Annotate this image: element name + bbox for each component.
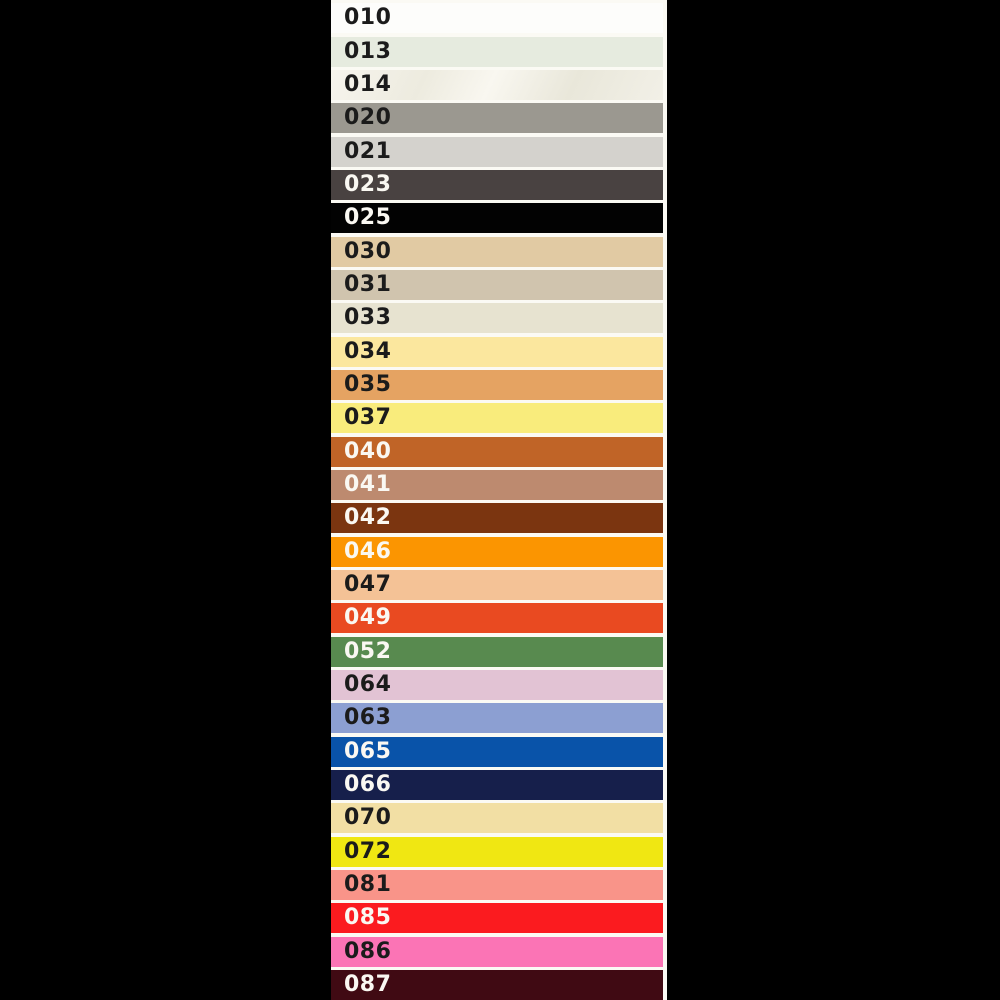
color-code-label: 013 xyxy=(344,38,392,64)
swatch-row-086: 086 xyxy=(331,933,667,967)
color-swatch: 030 xyxy=(331,236,663,267)
color-code-label: 034 xyxy=(344,338,392,364)
swatch-row-081: 081 xyxy=(331,867,667,900)
color-swatch: 063 xyxy=(331,703,663,734)
color-swatch: 046 xyxy=(331,536,663,567)
color-swatch: 041 xyxy=(331,469,663,500)
swatch-row-085: 085 xyxy=(331,900,667,934)
color-code-label: 052 xyxy=(344,638,392,664)
color-swatch: 031 xyxy=(331,270,663,300)
color-swatch: 087 xyxy=(331,969,663,1000)
color-code-label: 064 xyxy=(344,671,392,697)
swatch-row-014: 014 xyxy=(331,67,667,100)
swatch-row-010: 010 xyxy=(331,0,667,34)
color-code-label: 085 xyxy=(344,905,392,931)
swatch-row-064: 064 xyxy=(331,667,667,700)
color-swatch: 066 xyxy=(331,769,663,800)
swatch-row-041: 041 xyxy=(331,467,667,500)
color-swatch: 065 xyxy=(331,736,663,767)
swatch-row-047: 047 xyxy=(331,567,667,600)
color-code-label: 087 xyxy=(344,971,392,997)
swatch-row-037: 037 xyxy=(331,400,667,434)
color-code-label: 072 xyxy=(344,838,392,864)
swatch-row-065: 065 xyxy=(331,733,667,767)
swatch-row-072: 072 xyxy=(331,833,667,867)
color-code-label: 086 xyxy=(344,938,392,964)
color-swatch: 033 xyxy=(331,303,663,334)
color-code-label: 010 xyxy=(344,5,392,31)
color-code-label: 049 xyxy=(344,605,392,631)
color-code-label: 023 xyxy=(344,172,392,197)
swatch-row-031: 031 xyxy=(331,267,667,300)
color-code-label: 041 xyxy=(344,471,392,497)
color-swatch: 086 xyxy=(331,936,663,967)
color-swatch-card: 010 013 014 020 021 023 025 030 031 xyxy=(331,0,667,1000)
color-code-label: 021 xyxy=(344,138,392,164)
swatch-row-021: 021 xyxy=(331,133,667,167)
color-code-label: 014 xyxy=(344,72,392,98)
color-code-label: 033 xyxy=(344,305,392,331)
color-code-label: 037 xyxy=(344,405,392,431)
color-swatch: 020 xyxy=(331,103,663,134)
swatch-row-049: 049 xyxy=(331,600,667,634)
color-swatch: 010 xyxy=(331,3,663,34)
color-code-label: 030 xyxy=(344,238,392,264)
color-code-label: 063 xyxy=(344,705,392,731)
color-swatch: 047 xyxy=(331,569,663,600)
color-code-label: 047 xyxy=(344,571,392,597)
swatch-row-034: 034 xyxy=(331,333,667,367)
swatch-row-013: 013 xyxy=(331,33,667,67)
swatch-row-040: 040 xyxy=(331,433,667,467)
color-swatch: 023 xyxy=(331,170,663,200)
color-code-label: 025 xyxy=(344,205,392,231)
color-code-label: 020 xyxy=(344,105,392,131)
swatch-row-033: 033 xyxy=(331,300,667,334)
swatch-row-066: 066 xyxy=(331,767,667,800)
color-swatch: 014 xyxy=(331,70,663,100)
color-code-label: 046 xyxy=(344,538,392,564)
swatch-row-052: 052 xyxy=(331,633,667,667)
color-swatch: 072 xyxy=(331,836,663,867)
swatch-row-035: 035 xyxy=(331,367,667,400)
color-code-label: 031 xyxy=(344,271,392,297)
color-swatch: 034 xyxy=(331,336,663,367)
color-swatch: 021 xyxy=(331,136,663,167)
swatch-row-046: 046 xyxy=(331,533,667,567)
color-swatch: 040 xyxy=(331,436,663,467)
color-code-label: 081 xyxy=(344,871,392,897)
color-swatch: 037 xyxy=(331,403,663,434)
color-swatch: 064 xyxy=(331,669,663,700)
color-swatch: 052 xyxy=(331,636,663,667)
swatch-row-025: 025 xyxy=(331,200,667,234)
color-swatch: 049 xyxy=(331,603,663,634)
swatch-row-042: 042 xyxy=(331,500,667,534)
color-code-label: 035 xyxy=(344,371,392,397)
swatch-row-030: 030 xyxy=(331,233,667,267)
color-swatch: 035 xyxy=(331,370,663,400)
swatch-row-087: 087 xyxy=(331,967,667,1000)
swatch-row-023: 023 xyxy=(331,167,667,200)
color-code-label: 042 xyxy=(344,505,392,531)
color-swatch: 042 xyxy=(331,503,663,534)
color-code-label: 070 xyxy=(344,805,392,831)
swatch-row-063: 063 xyxy=(331,700,667,734)
color-swatch: 085 xyxy=(331,903,663,934)
color-code-label: 065 xyxy=(344,738,392,764)
swatch-row-070: 070 xyxy=(331,800,667,834)
color-swatch: 081 xyxy=(331,869,663,900)
color-swatch: 025 xyxy=(331,203,663,234)
swatch-row-020: 020 xyxy=(331,100,667,134)
color-code-label: 066 xyxy=(344,771,392,797)
color-code-label: 040 xyxy=(344,438,392,464)
color-swatch: 013 xyxy=(331,36,663,67)
color-swatch: 070 xyxy=(331,803,663,834)
